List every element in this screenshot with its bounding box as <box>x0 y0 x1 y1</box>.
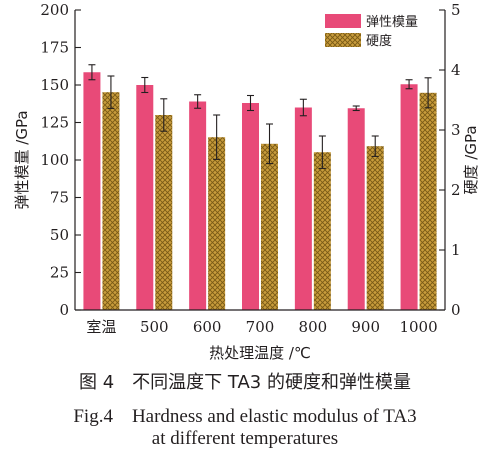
x-tick-label-3: 700 <box>246 318 275 336</box>
x-tick-label-0: 室温 <box>86 318 116 336</box>
x-tick-label-6: 1000 <box>399 318 437 336</box>
y-left-tick-label-3: 75 <box>50 189 69 207</box>
y-right-tick-label-2: 2 <box>451 181 461 199</box>
axes-layer <box>74 10 446 311</box>
bar-modulus-1 <box>136 85 154 310</box>
y-axis-right-label: 硬度 /GPa <box>462 125 480 194</box>
x-tick-label-1: 500 <box>140 318 169 336</box>
error-bar-modulus-4 <box>299 98 307 117</box>
y-left-tick-label-4: 100 <box>40 151 69 169</box>
ticks-layer: 室温 500 600 700 800 900 10000255075100125150175… <box>40 1 460 336</box>
bar-hardness-5 <box>366 146 384 310</box>
error-bar-hardness-2 <box>213 114 221 160</box>
y-right-tick-label-1: 1 <box>451 241 461 259</box>
y-left-tick-label-5: 125 <box>40 114 69 132</box>
x-tick-label-4: 800 <box>299 318 328 336</box>
error-bar-modulus-5 <box>352 105 360 112</box>
bar-hardness-3 <box>261 143 278 310</box>
bar-modulus-2 <box>189 101 207 310</box>
legend-label-hardness: 硬度 <box>366 33 392 49</box>
legend-swatch-hardness <box>325 33 361 47</box>
x-tick-label-2: 600 <box>193 318 222 336</box>
y-axis-left-label: 弹性模量 /GPa <box>13 110 31 209</box>
x-axis-label: 热处理温度 /℃ <box>209 344 311 362</box>
bar-hardness-1 <box>155 115 173 310</box>
bar-modulus-0 <box>83 72 101 310</box>
y-left-tick-label-8: 200 <box>40 1 69 19</box>
error-bar-modulus-6 <box>405 79 413 90</box>
y-left-tick-label-1: 25 <box>50 264 69 282</box>
bar-modulus-3 <box>242 103 259 310</box>
y-right-tick-label-0: 0 <box>451 301 461 319</box>
bar-modulus-5 <box>347 108 365 310</box>
y-right-tick-label-4: 4 <box>451 61 461 79</box>
error-bar-hardness-4 <box>318 135 326 169</box>
error-bar-modulus-3 <box>247 94 254 112</box>
error-bar-hardness-3 <box>266 123 273 165</box>
error-bar-modulus-0 <box>88 64 96 81</box>
legend-label-modulus: 弹性模量 <box>366 15 418 30</box>
bar-modulus-4 <box>294 107 312 310</box>
y-left-tick-label-2: 50 <box>50 226 69 244</box>
caption-chinese: 图 4 不同温度下 TA3 的硬度和弹性模量 <box>79 372 411 393</box>
caption-english-line2: at different temperatures <box>151 428 339 449</box>
bar-hardness-4 <box>313 152 331 310</box>
x-tick-label-5: 900 <box>351 318 380 336</box>
bar-modulus-6 <box>400 84 418 310</box>
bar-hardness-0 <box>102 92 120 310</box>
error-bar-hardness-1 <box>160 98 168 132</box>
y-right-tick-label-3: 3 <box>451 121 461 139</box>
y-left-tick-label-7: 175 <box>40 39 69 57</box>
chart: 室温 500 600 700 800 900 10000255075100125150175… <box>13 1 480 362</box>
legend-swatch-modulus <box>325 14 361 28</box>
legend: 弹性模量 硬度 <box>325 14 418 49</box>
y-right-tick-label-5: 5 <box>451 1 461 19</box>
y-left-tick-label-6: 150 <box>40 76 69 94</box>
y-left-tick-label-0: 0 <box>59 301 69 319</box>
bar-hardness-2 <box>208 137 226 310</box>
error-bar-modulus-1 <box>141 76 149 94</box>
bars-layer <box>83 64 437 310</box>
error-bar-hardness-0 <box>107 75 115 109</box>
error-bar-hardness-6 <box>424 77 432 109</box>
error-bar-hardness-5 <box>371 135 379 157</box>
error-bar-modulus-2 <box>194 94 202 109</box>
bar-hardness-6 <box>419 92 437 310</box>
caption-english-line1: Fig.4 Hardness and elastic modulus of TA… <box>73 406 417 427</box>
